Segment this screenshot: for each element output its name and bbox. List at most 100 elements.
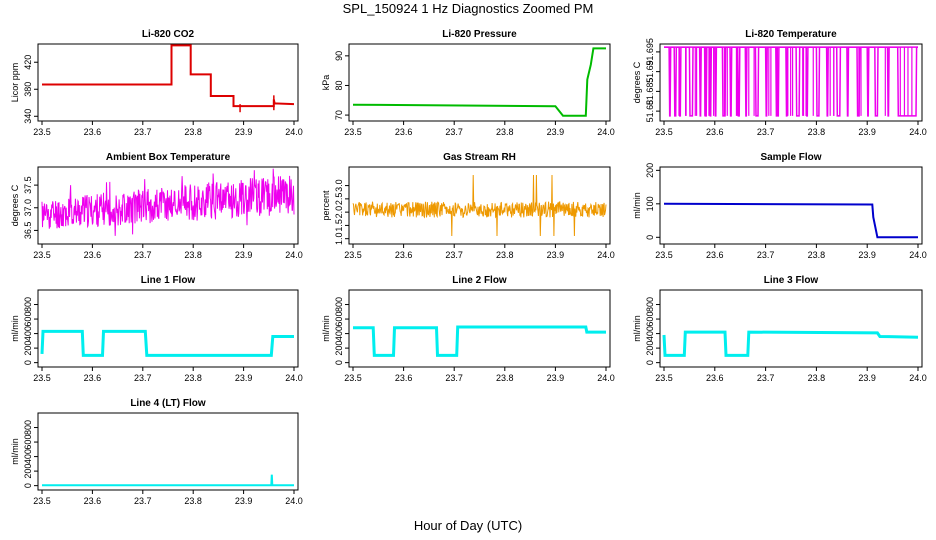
y-tick-label: 600 xyxy=(23,312,33,327)
y-tick-label: 1.5 xyxy=(334,219,344,232)
y-tick-label: 37.0 xyxy=(23,199,33,217)
y-tick-label: 400 xyxy=(23,326,33,341)
plot-frame xyxy=(659,289,923,368)
x-tick-label: 23.5 xyxy=(344,127,362,137)
y-tick-label: 340 xyxy=(23,109,33,124)
data-line xyxy=(40,329,294,357)
panel-title: Line 1 Flow xyxy=(141,275,196,286)
y-tick-label: 800 xyxy=(23,297,33,312)
series-co2 xyxy=(42,44,295,113)
y-tick-label: 0 xyxy=(645,360,655,365)
y-axis-label: ml/min xyxy=(10,438,20,465)
plot-frame xyxy=(348,43,611,122)
panel-title: Ambient Box Temperature xyxy=(106,152,231,163)
panel-line4: Line 4 (LT) Flow 23.5 23.6 23.7 23.8 23.9 24.0… xyxy=(10,398,303,506)
panel-sample_flow: Sample Flow 23.5 23.6 23.7 23.8 23.9 24.0 0 100 2… xyxy=(632,152,927,260)
series-box_temp xyxy=(41,168,295,236)
series-sample_flow xyxy=(663,202,918,239)
x-tick-label: 24.0 xyxy=(909,373,927,383)
x-tick-label: 23.9 xyxy=(235,250,253,260)
x-tick-label: 23.7 xyxy=(134,373,152,383)
panel-co2: Li-820 CO2 23.5 23.6 23.7 23.8 23.9 24.0 340 380… xyxy=(10,29,303,137)
y-tick-label: 51.69 xyxy=(645,60,655,83)
x-tick-label: 23.8 xyxy=(184,250,202,260)
panel-title: Line 2 Flow xyxy=(452,275,507,286)
panel-title: Li-820 Temperature xyxy=(745,29,837,40)
x-tick-label: 24.0 xyxy=(285,250,303,260)
data-line xyxy=(663,46,919,117)
panel-title: Sample Flow xyxy=(760,152,821,163)
y-tick-label: 200 xyxy=(645,341,655,356)
x-tick-label: 23.5 xyxy=(655,127,673,137)
x-tick-label: 23.8 xyxy=(496,127,514,137)
plot-frame xyxy=(37,43,299,122)
x-tick-label: 24.0 xyxy=(285,373,303,383)
x-tick-label: 23.5 xyxy=(33,496,51,506)
x-tick-label: 23.6 xyxy=(706,127,724,137)
x-tick-label: 23.9 xyxy=(547,250,565,260)
y-tick-label: 3.0 xyxy=(334,179,344,192)
x-tick-label: 24.0 xyxy=(597,373,615,383)
series-pressure xyxy=(352,47,606,117)
panel-title: Gas Stream RH xyxy=(443,152,516,163)
y-axis-label: ml/min xyxy=(10,315,20,342)
x-tick-label: 23.7 xyxy=(757,127,775,137)
panel-rh: Gas Stream RH 23.5 23.6 23.7 23.8 23.9 24.0 1.0… xyxy=(321,152,615,260)
plot-frame xyxy=(348,289,611,368)
x-tick-label: 23.8 xyxy=(184,127,202,137)
data-line xyxy=(663,202,918,239)
y-tick-label: 80 xyxy=(334,80,344,90)
panel-line2: Line 2 Flow 23.5 23.6 23.7 23.8 23.9 24.0 0 2004… xyxy=(321,275,615,383)
data-line xyxy=(352,174,607,237)
x-tick-label: 23.8 xyxy=(496,373,514,383)
data-line xyxy=(41,168,295,236)
x-tick-label: 23.7 xyxy=(445,250,463,260)
x-tick-label: 23.9 xyxy=(858,373,876,383)
data-line xyxy=(662,330,919,357)
x-tick-label: 23.9 xyxy=(547,373,565,383)
y-tick-label: 800 xyxy=(334,297,344,312)
y-axis-label: ml/min xyxy=(321,315,331,342)
y-tick-label: 600 xyxy=(645,312,655,327)
y-tick-label: 420 xyxy=(23,55,33,70)
y-axis-label: ml/min xyxy=(632,192,642,219)
figure-title: SPL_150924 1 Hz Diagnostics Zoomed PM xyxy=(342,1,594,16)
x-tick-label: 23.5 xyxy=(33,250,51,260)
y-tick-label: 36.5 xyxy=(23,222,33,240)
y-tick-label: 380 xyxy=(23,82,33,97)
y-tick-label: 90 xyxy=(334,51,344,61)
x-tick-label: 23.9 xyxy=(235,373,253,383)
x-tick-label: 23.5 xyxy=(33,373,51,383)
y-axis-label: percent xyxy=(321,190,331,221)
series-licor_temp xyxy=(663,46,919,117)
data-line xyxy=(352,47,606,117)
x-tick-label: 23.7 xyxy=(134,250,152,260)
series-line1 xyxy=(40,329,294,357)
y-tick-label: 51.68 xyxy=(645,100,655,123)
series-line4 xyxy=(42,474,294,487)
x-tick-label: 23.9 xyxy=(235,127,253,137)
x-tick-label: 24.0 xyxy=(285,127,303,137)
x-tick-label: 24.0 xyxy=(597,127,615,137)
x-tick-label: 23.9 xyxy=(547,127,565,137)
x-tick-label: 23.6 xyxy=(84,127,102,137)
y-tick-label: 400 xyxy=(334,326,344,341)
y-axis-label: degrees C xyxy=(10,184,20,226)
y-tick-label: 51.695 xyxy=(645,38,655,66)
y-tick-label: 600 xyxy=(23,435,33,450)
series-line3 xyxy=(662,330,919,357)
panel-box_temp: Ambient Box Temperature 23.5 23.6 23.7 23.8 2… xyxy=(10,152,303,260)
panel-title: Line 4 (LT) Flow xyxy=(130,398,206,409)
data-line xyxy=(42,474,294,487)
plot-frame xyxy=(659,43,923,122)
plot-frame xyxy=(37,412,299,491)
x-tick-label: 23.8 xyxy=(808,127,826,137)
series-line2 xyxy=(353,325,606,357)
y-tick-label: 400 xyxy=(23,449,33,464)
y-tick-label: 1.0 xyxy=(334,232,344,245)
panel-pressure: Li-820 Pressure 23.5 23.6 23.7 23.8 23.9 24.0 7… xyxy=(321,29,615,137)
y-tick-label: 200 xyxy=(23,464,33,479)
plot-frame xyxy=(37,166,299,245)
panel-title: Li-820 Pressure xyxy=(442,29,517,40)
